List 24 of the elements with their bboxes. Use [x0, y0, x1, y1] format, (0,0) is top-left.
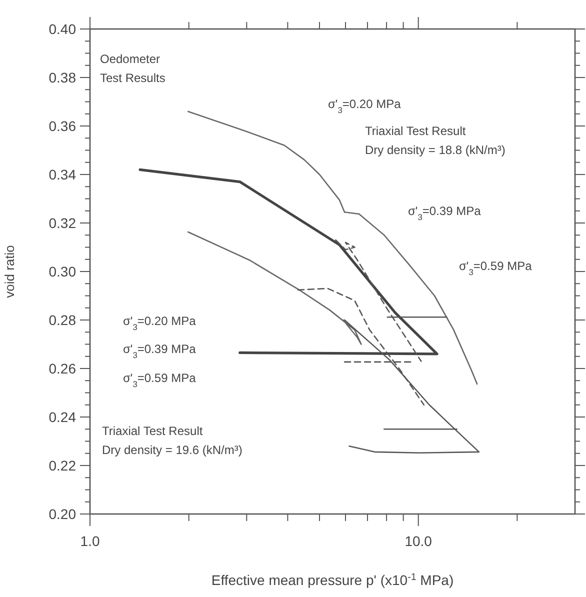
y-tick-label: 0.22: [48, 458, 76, 474]
annotation: Triaxial Test Result Dry density = 19.6 (kN/m³): [102, 424, 242, 457]
annotation: σ'$_{3}$=0.20 MPa: [123, 314, 196, 332]
x-tick-label: 10.0: [404, 533, 432, 549]
x-axis-title: Effective mean pressure p' (x10$^{-1}$ MPa): [211, 572, 454, 588]
y-tick-label: 0.36: [48, 118, 76, 134]
annotation: σ'$_{3}$=0.59 MPa: [123, 371, 196, 389]
y-tick-label: 0.24: [48, 409, 76, 425]
y-tick-label: 0.38: [48, 70, 76, 86]
y-tick-label: 0.40: [48, 21, 76, 37]
y-tick-label: 0.28: [48, 312, 76, 328]
y-tick-label: 0.20: [48, 506, 76, 522]
x-tick-label: 1.0: [80, 533, 100, 549]
annotation: σ'$_{3}$=0.39 MPa: [123, 342, 196, 360]
y-tick-label: 0.30: [48, 264, 76, 280]
y-tick-label: 0.34: [48, 166, 76, 182]
annotation: σ'$_{3}$=0.20 MPa: [328, 97, 402, 115]
annotation: Oedometer Test Results: [100, 52, 166, 85]
y-tick-label: 0.26: [48, 360, 76, 376]
y-tick-label: 0.32: [48, 215, 76, 231]
y-axis-title: void ratio: [2, 245, 17, 298]
annotation: σ'$_{3}$=0.59 MPa: [459, 259, 532, 277]
annotation: Triaxial Test Result Dry density = 18.8 (kN/m³): [365, 124, 506, 157]
annotation: σ'$_{3}$=0.39 MPa: [408, 204, 482, 222]
